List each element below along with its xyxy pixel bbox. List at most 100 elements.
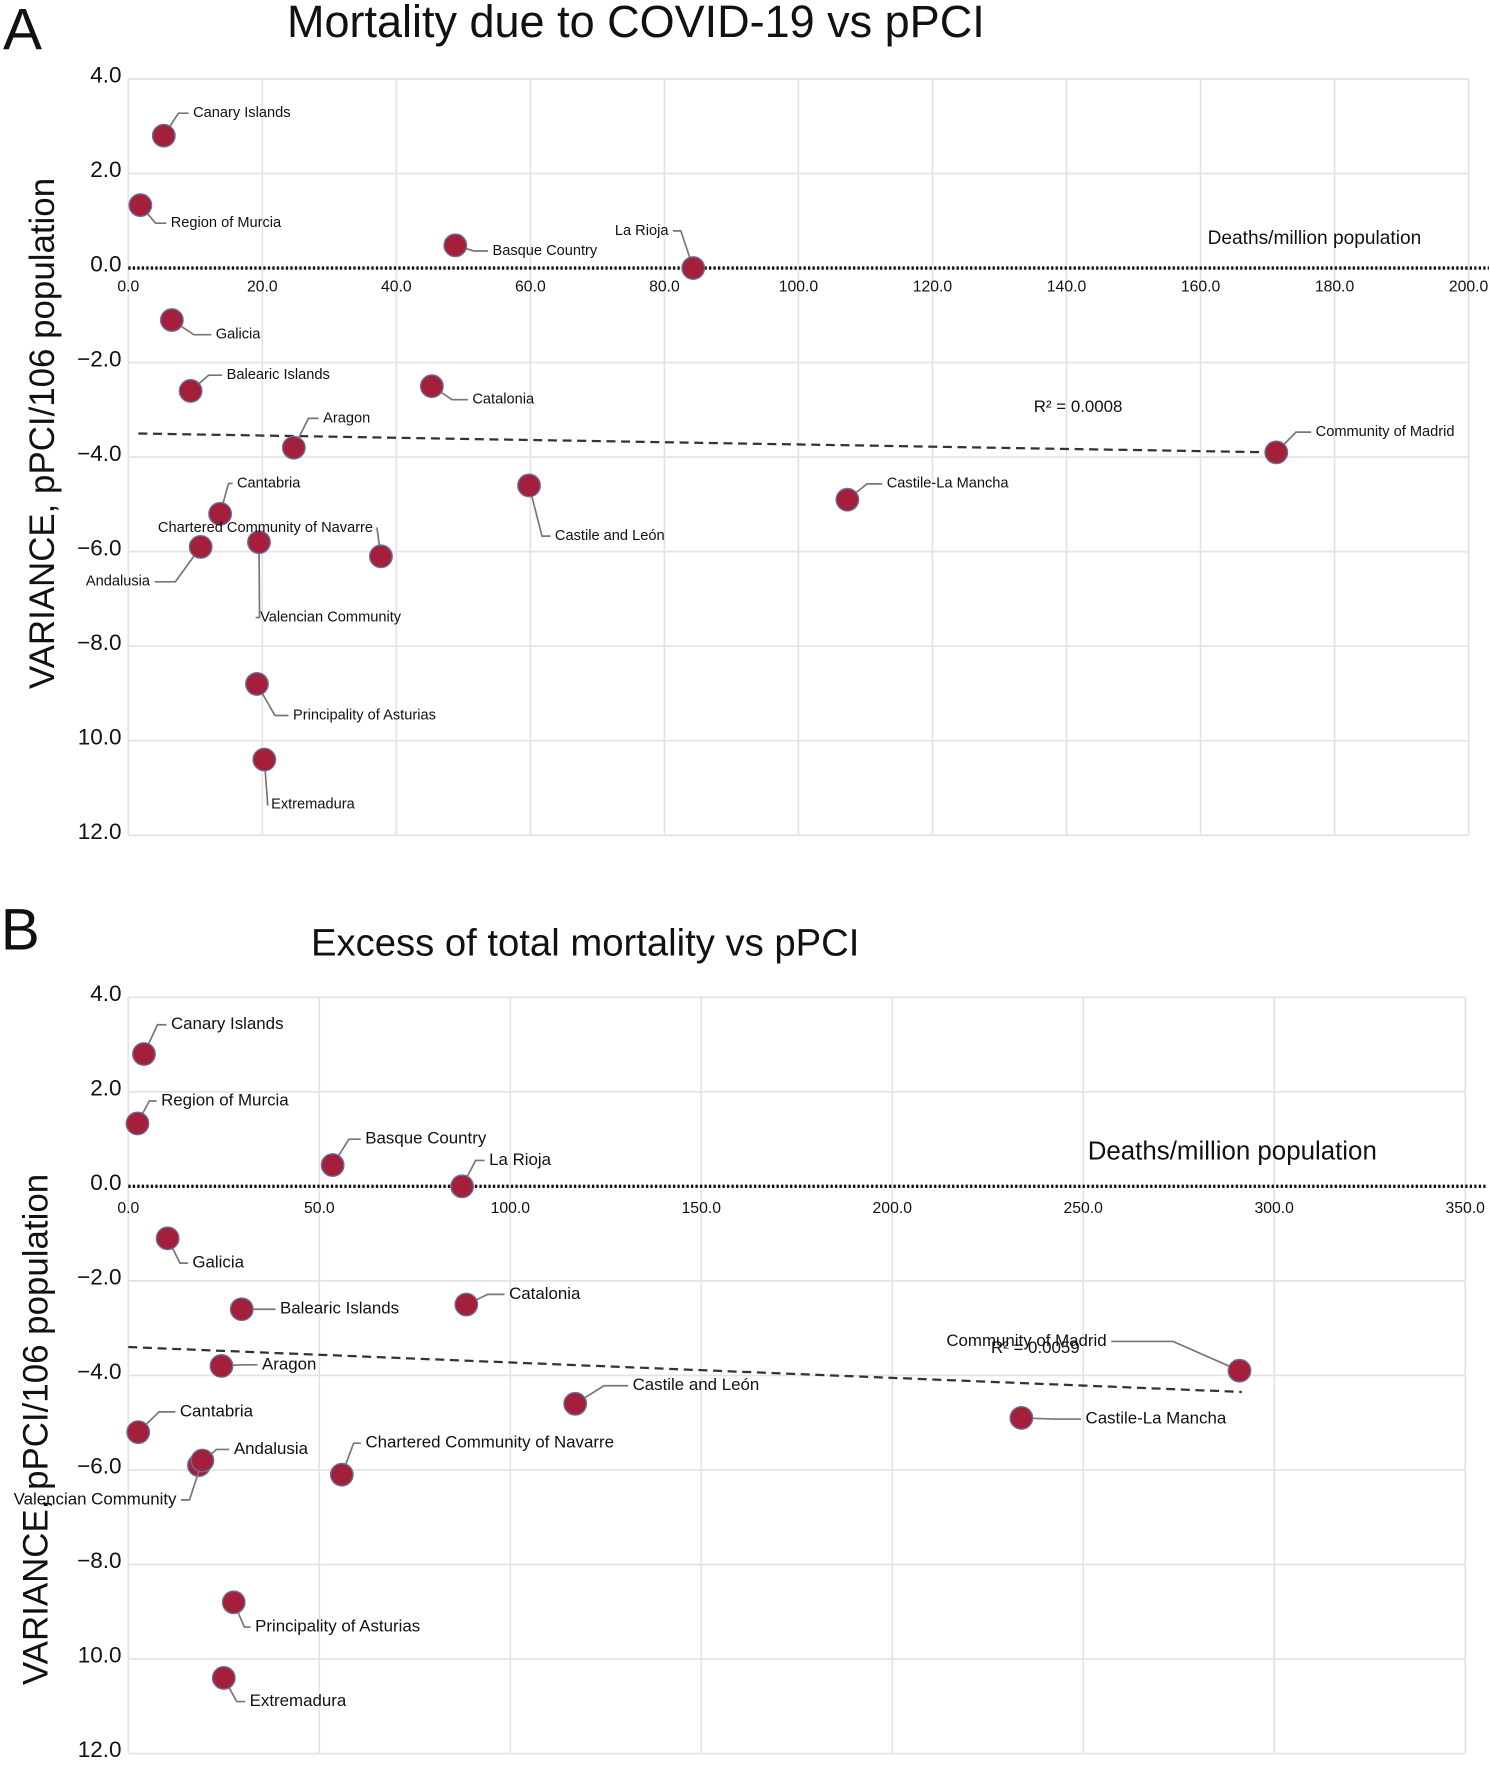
point-label: Extremadura [271, 796, 356, 812]
point [563, 1391, 588, 1416]
x-tick-label: 150.0 [682, 1200, 722, 1217]
point-label: Castile and León [555, 528, 665, 544]
y-tick-label: 4.0 [90, 63, 121, 88]
point [454, 1292, 479, 1317]
chart-title: Mortality due to COVID-19 vs pPCI [287, 0, 985, 47]
leader-line [154, 546, 202, 583]
point [281, 435, 306, 460]
point [125, 1111, 150, 1136]
point-label: Region of Murcia [161, 1090, 289, 1109]
y-tick-label: −4.0 [77, 441, 121, 466]
y-tick-label: −8.0 [77, 1548, 121, 1573]
point [132, 1042, 156, 1066]
point-label: Chartered Community of Navarre [158, 520, 373, 536]
point [155, 1226, 180, 1251]
panel-letter: A [3, 0, 42, 62]
point-label: La Rioja [615, 223, 669, 239]
point-label: Valencian Community [14, 1489, 177, 1508]
point-label: Region of Murcia [171, 215, 282, 231]
x-tick-label: 350.0 [1446, 1200, 1486, 1217]
leader-line [1111, 1340, 1240, 1372]
x-tick-label: 160.0 [1181, 278, 1221, 295]
x-axis-label: Deaths/million population [1208, 228, 1422, 249]
point [443, 233, 468, 258]
point [1264, 440, 1289, 465]
point [126, 1420, 151, 1445]
point [517, 473, 541, 498]
point-label: Balearic Islands [227, 367, 330, 383]
r-squared: R² = 0.0008 [1034, 397, 1123, 416]
y-tick-label: 12.0 [78, 1737, 122, 1762]
point [681, 256, 706, 280]
x-tick-label: 0.0 [117, 1200, 139, 1217]
x-tick-label: 100.0 [779, 278, 819, 295]
leader-line [181, 1460, 204, 1501]
point-label: Basque Country [492, 243, 597, 259]
x-tick-label: 50.0 [304, 1200, 335, 1217]
x-tick-label: 140.0 [1047, 278, 1087, 295]
point [247, 530, 271, 555]
point [229, 1297, 254, 1322]
point-label: Aragon [323, 410, 370, 426]
point [211, 1665, 236, 1690]
y-axis-label: VARIANCE, pPCI/106 population [23, 178, 62, 689]
point [151, 123, 176, 148]
trend-line [138, 432, 1275, 454]
point-label: Andalusia [86, 574, 151, 590]
y-tick-label: 10.0 [78, 1643, 122, 1668]
point [320, 1153, 345, 1178]
y-axis-label: VARIANCE, pPCI/106 population [16, 1174, 55, 1685]
point-label: Cantabria [180, 1401, 254, 1420]
x-tick-label: 60.0 [515, 278, 546, 295]
x-axis-label: Deaths/million population [1088, 1137, 1377, 1165]
leader-line [256, 683, 289, 717]
y-tick-label: 2.0 [90, 157, 121, 182]
y-tick-label: −6.0 [77, 535, 121, 560]
point [128, 193, 153, 218]
point [188, 534, 213, 559]
y-tick-label: 0.0 [90, 1170, 121, 1195]
point [835, 487, 860, 512]
x-tick-label: 200.0 [1449, 278, 1489, 295]
point-label: Castile-La Mancha [1086, 1409, 1227, 1428]
leader-line [255, 542, 261, 619]
y-tick-label: −2.0 [77, 346, 121, 371]
x-tick-label: 100.0 [491, 1200, 531, 1217]
x-tick-label: 200.0 [873, 1200, 913, 1217]
y-tick-label: 4.0 [90, 981, 121, 1006]
point-label: Cantabria [237, 475, 301, 491]
point [329, 1462, 354, 1487]
point-label: Principality of Asturias [255, 1617, 420, 1636]
x-tick-label: 20.0 [247, 278, 278, 295]
panel-letter: B [1, 898, 40, 963]
y-tick-label: 12.0 [78, 819, 122, 844]
point [208, 501, 233, 526]
point-label: Extremadura [250, 1691, 347, 1710]
point [209, 1354, 234, 1378]
point [419, 374, 444, 399]
point-label: Chartered Community of Navarre [365, 1433, 614, 1452]
point-label: Community of Madrid [1316, 424, 1455, 440]
x-tick-label: 120.0 [913, 278, 953, 295]
point-label: Basque Country [365, 1129, 487, 1148]
point [1009, 1406, 1034, 1430]
point [1227, 1358, 1252, 1383]
point-label: Balearic Islands [280, 1299, 399, 1318]
r-squared: R² = 0.0059 [991, 1338, 1080, 1357]
point [450, 1174, 475, 1199]
point-label: Catalonia [509, 1284, 581, 1303]
point [159, 308, 184, 332]
point-label: Valencian Community [260, 609, 402, 625]
x-tick-label: 300.0 [1255, 1200, 1295, 1217]
point [369, 544, 393, 569]
point-label: Andalusia [234, 1439, 309, 1458]
point-label: Castile and León [633, 1375, 760, 1394]
point [221, 1590, 246, 1615]
x-tick-label: 250.0 [1064, 1200, 1104, 1217]
y-tick-label: 2.0 [90, 1076, 121, 1101]
chart-title: Excess of total mortality vs pPCI [311, 922, 859, 965]
point-label: Aragon [262, 1354, 316, 1373]
x-tick-label: 180.0 [1315, 278, 1355, 295]
